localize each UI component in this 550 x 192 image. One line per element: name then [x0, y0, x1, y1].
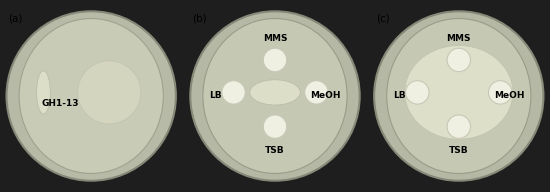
Text: GH1-13: GH1-13 [42, 99, 79, 108]
Ellipse shape [19, 18, 163, 174]
Text: MeOH: MeOH [310, 92, 340, 100]
Ellipse shape [405, 46, 513, 139]
Text: (c): (c) [376, 13, 389, 23]
Ellipse shape [222, 81, 245, 104]
Ellipse shape [305, 81, 328, 104]
Text: (b): (b) [192, 13, 207, 23]
Ellipse shape [263, 48, 287, 72]
Ellipse shape [488, 81, 512, 104]
Text: TSB: TSB [449, 146, 469, 155]
Ellipse shape [263, 115, 287, 138]
Text: LB: LB [393, 92, 406, 100]
Text: MMS: MMS [447, 34, 471, 43]
Ellipse shape [7, 11, 176, 181]
Text: TSB: TSB [265, 146, 285, 155]
Ellipse shape [447, 115, 470, 138]
Ellipse shape [250, 80, 300, 105]
Ellipse shape [387, 18, 531, 174]
Text: MMS: MMS [263, 34, 287, 43]
Text: MeOH: MeOH [494, 92, 525, 100]
Text: (a): (a) [8, 13, 23, 23]
Ellipse shape [447, 48, 470, 72]
Ellipse shape [78, 61, 141, 124]
Ellipse shape [37, 71, 50, 114]
Ellipse shape [374, 11, 543, 181]
Text: LB: LB [209, 92, 222, 100]
Ellipse shape [406, 81, 429, 104]
Ellipse shape [203, 18, 347, 174]
Ellipse shape [190, 11, 360, 181]
